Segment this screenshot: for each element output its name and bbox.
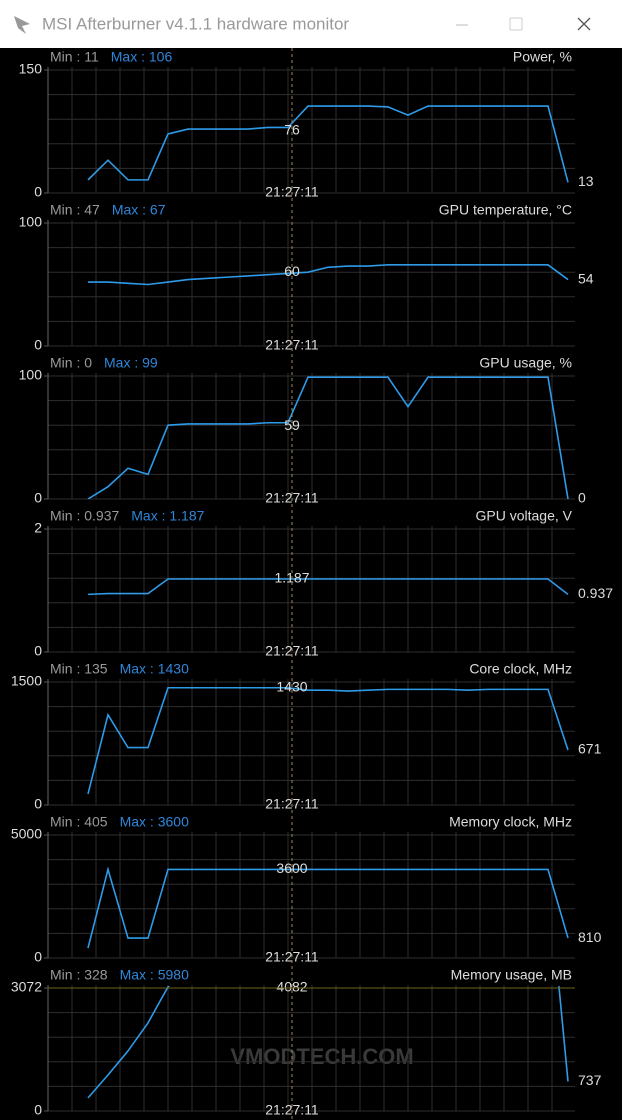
max-label: Max : 1430 [120,661,189,677]
trace-line [87,686,569,795]
current-value: 0.937 [578,585,613,601]
max-label: Max : 5980 [120,967,189,983]
panel: Min : 0.937 Max : 1.187 GPU voltage, V0221… [34,508,613,659]
panel-name: Power, % [513,49,572,65]
min-label: Min : 0.937 [50,508,119,524]
y-tick-label: 0 [34,184,42,200]
y-tick-label: 2 [34,520,42,536]
min-label: Min : 47 [50,202,100,218]
y-tick-label: 0 [34,949,42,965]
max-label: Max : 106 [111,49,173,65]
y-tick-label: 100 [19,367,43,383]
watermark: VMODTECH.COM [230,1044,413,1069]
panel: Min : 135 Max : 1430 Core clock, MHz 0 1500 2… [11,661,602,812]
y-tick-label: 3072 [11,979,42,995]
max-label: Max : 99 [104,355,158,371]
max-label: Max : 67 [112,202,166,218]
trace-line [87,986,569,1099]
window-title: MSI Afterburner v4.1.1 hardware monitor [42,14,349,33]
panel-name: GPU usage, % [479,355,572,371]
max-label: Max : 1.187 [131,508,204,524]
y-tick-label: 5000 [11,826,42,842]
title-bar [0,0,622,48]
y-tick-label: 0 [34,796,42,812]
panel-name: GPU voltage, V [476,508,573,524]
trace-line [87,866,569,949]
time-label: 21:27:11 [265,184,319,200]
current-value: 54 [578,270,594,286]
trace-line [87,376,569,499]
y-tick-label: 0 [34,643,42,659]
cursor-value: 3600 [276,860,307,876]
panel: Min : 47 Max : 67 GPU temperature, °C01002… [19,202,594,353]
y-tick-label: 100 [19,214,43,230]
current-value: 13 [578,173,594,189]
panel-name: GPU temperature, °C [439,202,572,218]
panel: Min : 405 Max : 3600 Memory clock, MHz 0 500… [11,814,602,965]
min-label: Min : 328 [50,967,108,983]
trace-line [87,105,569,183]
panel: Min : 0 Max : 99 GPU usage, % 0 100 21:27:11 5… [19,355,586,506]
panel-name: Memory usage, MB [451,967,572,983]
panel-name: Memory clock, MHz [449,814,572,830]
cursor-value: 59 [284,417,300,433]
panel-name: Core clock, MHz [469,661,572,677]
panel: Min : 11 Max : 106 Power, % 0 150 21:27:11 76 1… [19,49,594,200]
current-value: 0 [578,490,586,506]
time-label: 21:27:11 [265,1102,319,1118]
current-value: 671 [578,741,602,757]
current-value: 810 [578,929,602,945]
close-button[interactable] [577,17,591,31]
y-tick-label: 0 [34,490,42,506]
trace-line [87,578,569,596]
maximize-button[interactable] [509,17,523,31]
min-label: Min : 11 [50,49,99,65]
min-label: Min : 0 [50,355,92,371]
current-value: 737 [578,1072,602,1088]
time-label: 21:27:11 [265,490,319,506]
cursor-value: 76 [284,121,300,137]
min-label: Min : 135 [50,661,108,677]
y-tick-label: 1500 [11,673,42,689]
y-tick-label: 0 [34,337,42,353]
min-label: Min : 405 [50,814,108,830]
trace-line [88,264,569,286]
y-tick-label: 150 [19,61,43,77]
time-label: 21:27:11 [265,796,319,812]
y-tick-label: 0 [34,1102,42,1118]
panel: Min : 328 Max : 5980 Memory usage, MB 0 3072… [11,967,602,1118]
max-label: Max : 3600 [120,814,189,830]
app-icon [14,16,30,34]
